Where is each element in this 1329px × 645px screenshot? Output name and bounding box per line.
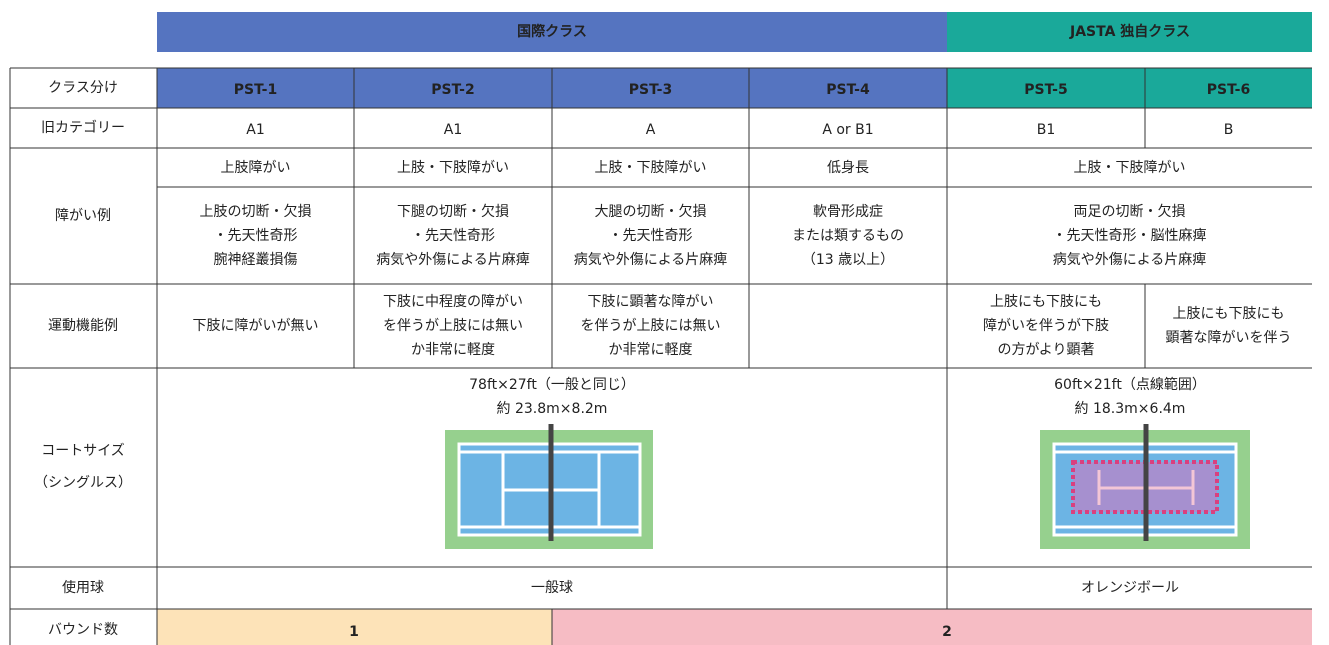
bounce-2-bg [552, 609, 1312, 645]
court-size: 約 23.8m×8.2m [497, 401, 608, 417]
disability-example: 病気や外傷による片麻痺 [376, 251, 530, 268]
row-label: コートサイズ [41, 443, 125, 459]
old-category: A [646, 122, 656, 138]
court-size: 約 18.3m×6.4m [1075, 401, 1186, 417]
disability-example: ・先天性奇形 [609, 227, 693, 244]
old-category: A or B1 [822, 122, 873, 138]
motor-example: 下肢に中程度の障がい [383, 294, 523, 310]
motor-example: 下肢に顕著な障がい [588, 294, 714, 310]
disability-example: 上肢の切断・欠損 [200, 204, 312, 220]
class-name: PST-1 [234, 82, 277, 98]
old-category: A1 [246, 122, 264, 138]
disability-example: 病気や外傷による片麻痺 [1053, 251, 1207, 268]
disability-type: 上肢・下肢障がい [397, 160, 509, 176]
class-name: PST-6 [1207, 82, 1250, 98]
disability-example: 腕神経叢損傷 [214, 252, 298, 268]
row-label: バウンド数 [48, 622, 118, 638]
disability-example: ・先天性奇形 [214, 227, 298, 244]
motor-example: か非常に軽度 [411, 342, 495, 358]
row-label: 運動機能例 [48, 318, 118, 334]
motor-example: 障がいを伴うが下肢 [983, 318, 1109, 334]
row-label: （シングルス） [34, 475, 132, 491]
jasta-court [1040, 424, 1250, 549]
disability-example: 軟骨形成症 [813, 204, 883, 220]
group-header: JASTA 独自クラス [1069, 23, 1190, 40]
row-label: 旧カテゴリー [41, 119, 125, 136]
class-name: PST-2 [431, 82, 474, 98]
disability-type: 上肢・下肢障がい [1074, 160, 1186, 176]
disability-example: または類するもの [792, 228, 904, 244]
motor-example: の方がより顕著 [997, 342, 1094, 358]
motor-example: を伴うが上肢には無い [581, 318, 721, 334]
disability-example: 大腿の切断・欠損 [595, 204, 707, 220]
row-label: 使用球 [62, 579, 104, 596]
motor-example: か非常に軽度 [609, 342, 693, 358]
row-label: 障がい例 [55, 208, 111, 224]
disability-example: 下腿の切断・欠損 [397, 204, 509, 220]
motor-example: 上肢にも下肢にも [1173, 306, 1285, 322]
group-header: 国際クラス [517, 23, 587, 40]
row-label: クラス分け [48, 80, 118, 96]
table-grid [9, 67, 1312, 645]
bounce-count: 2 [942, 624, 952, 640]
class-name: PST-4 [826, 82, 870, 98]
motor-example: 下肢に障がいが無い [193, 318, 319, 334]
disability-example: （13 歳以上） [802, 252, 894, 268]
ball-type: 一般球 [531, 580, 573, 596]
disability-example: 両足の切断・欠損 [1074, 204, 1186, 220]
motor-example: 顕著な障がいを伴う [1166, 330, 1292, 346]
bounce-1-bg [157, 609, 552, 645]
class-name: PST-5 [1024, 82, 1067, 98]
court-size: 78ft×27ft（一般と同じ） [469, 377, 635, 393]
motor-example: を伴うが上肢には無い [383, 318, 523, 334]
class-name: PST-3 [629, 82, 672, 98]
intl-header-bg [157, 12, 947, 52]
disability-example: 病気や外傷による片麻痺 [574, 251, 728, 268]
jasta-header-bg [947, 12, 1312, 52]
court-size: 60ft×21ft（点線範囲） [1054, 376, 1206, 393]
jasta-class-bg [947, 68, 1312, 108]
bounce-count: 1 [349, 624, 359, 640]
old-category: B1 [1037, 122, 1056, 138]
standard-court [445, 424, 653, 549]
motor-example: 上肢にも下肢にも [990, 294, 1102, 310]
old-category: B [1224, 122, 1234, 138]
disability-type: 上肢・下肢障がい [595, 160, 707, 176]
disability-type: 上肢障がい [221, 160, 291, 176]
disability-type: 低身長 [827, 160, 869, 176]
ball-type: オレンジボール [1081, 580, 1179, 596]
old-category: A1 [444, 122, 462, 138]
disability-example: ・先天性奇形・脳性麻痺 [1053, 227, 1207, 244]
disability-example: ・先天性奇形 [411, 227, 495, 244]
